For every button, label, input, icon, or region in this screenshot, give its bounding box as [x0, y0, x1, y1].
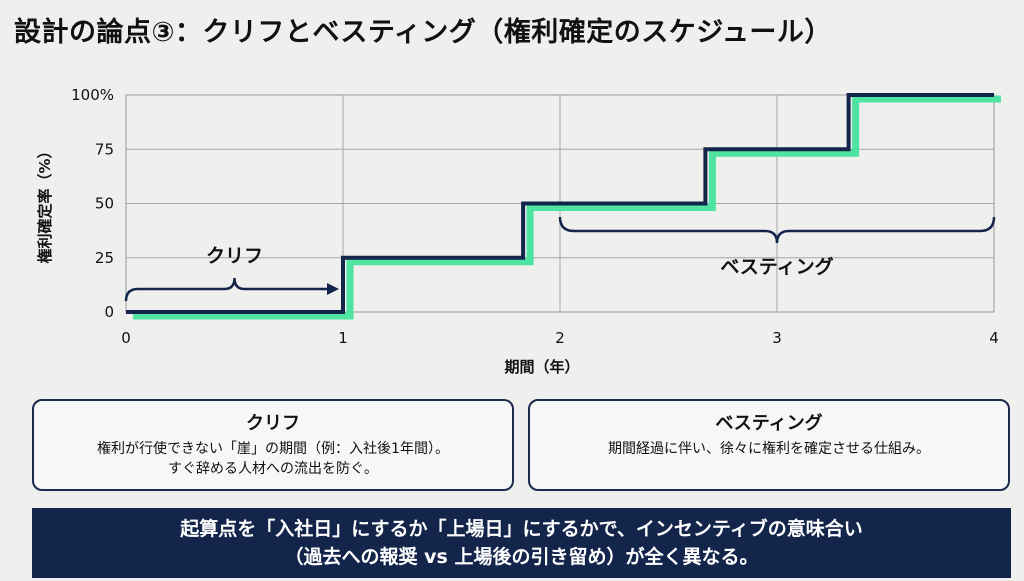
summary-banner-line2: （過去への報奨 vs 上場後の引き留め）が全く異なる。	[284, 546, 759, 568]
cliff-annotation-label: クリフ	[206, 245, 263, 267]
x-tick-label: 2	[555, 329, 565, 347]
cliff-card-heading: クリフ	[246, 413, 300, 434]
page-title: 設計の論点③：クリフとベスティング（権利確定のスケジュール）	[14, 17, 832, 48]
cliff-card: クリフ 権利が行使できない「崖」の期間（例：入社後1年間）。 すぐ辞める人材への…	[32, 399, 514, 491]
vesting-card-heading: ベスティング	[715, 413, 823, 434]
summary-banner: 起算点を「入社日」にするか「上場日」にするかで、インセンティブの意味合い （過去…	[32, 508, 1011, 578]
cliff-arrowhead	[327, 283, 339, 295]
vesting-annotation-label: ベスティング	[720, 255, 833, 278]
x-tick-label: 1	[338, 329, 348, 347]
y-axis-label: 権利確定率（%）	[36, 143, 54, 263]
y-tick-label: 50	[95, 195, 114, 213]
x-tick-label: 3	[772, 329, 782, 347]
y-tick-label: 25	[95, 249, 114, 267]
cliff-card-line1: 権利が行使できない「崖」の期間（例：入社後1年間）。	[97, 441, 449, 457]
vesting-card-line1: 期間経過に伴い、徐々に権利を確定させる仕組み。	[608, 441, 930, 457]
summary-banner-line1: 起算点を「入社日」にするか「上場日」にするかで、インセンティブの意味合い	[180, 518, 863, 540]
x-tick-label: 4	[989, 329, 999, 347]
vesting-step-line	[126, 93, 994, 314]
cliff-brace	[124, 277, 329, 302]
x-axis-label: 期間（年）	[504, 358, 579, 376]
vesting-card: ベスティング 期間経過に伴い、徐々に権利を確定させる仕組み。	[528, 399, 1010, 491]
vesting-brace	[558, 216, 996, 244]
cliff-card-line2: すぐ辞める人材への流出を防ぐ。	[168, 461, 378, 477]
vesting-step-line-highlight	[133, 95, 1001, 320]
y-tick-label: 0	[104, 303, 114, 321]
y-tick-label: 75	[95, 140, 114, 158]
x-tick-label: 0	[121, 329, 131, 347]
y-tick-label: 100%	[71, 86, 114, 104]
vesting-chart: 0 1 2 3 4 0 25 50 75 100% 期間（年） 権利確定率（%） クリフ ベスティング	[36, 86, 1001, 376]
